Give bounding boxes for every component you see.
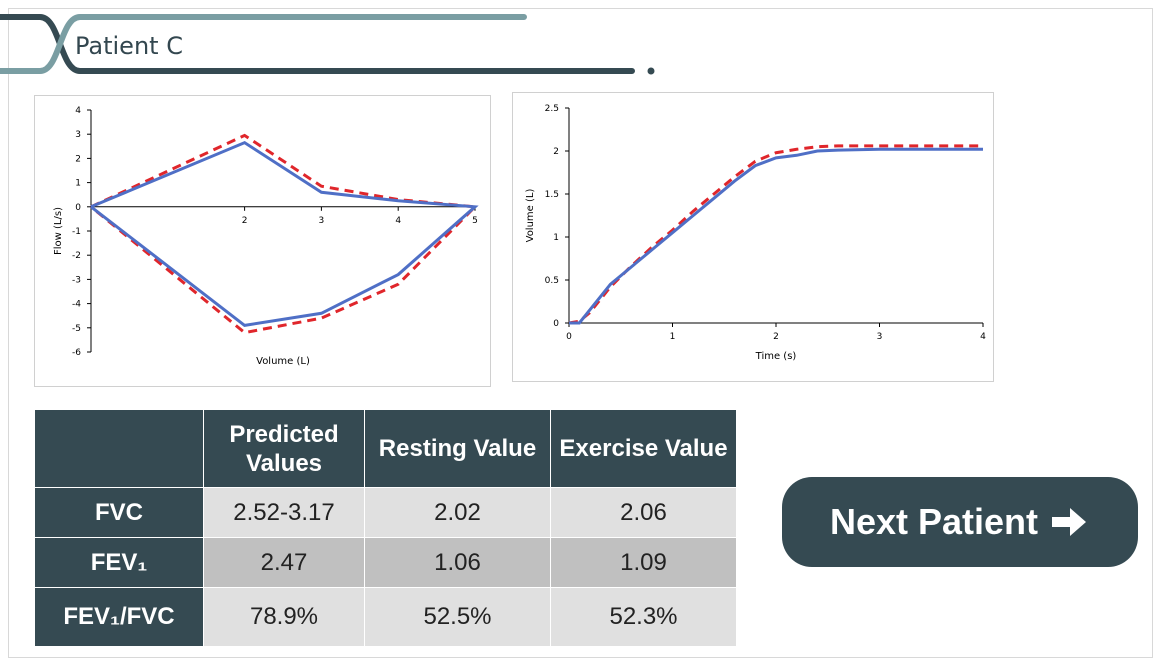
x-tick-label: 1 bbox=[670, 332, 676, 342]
x-axis-label: Time (s) bbox=[755, 351, 797, 362]
row-header: FEV₁ bbox=[34, 537, 204, 588]
series-line bbox=[568, 144, 983, 325]
table-cell: 1.09 bbox=[550, 537, 737, 588]
table-cell: 2.06 bbox=[550, 487, 737, 538]
table-cell: 1.06 bbox=[364, 537, 551, 588]
arrow-icon bbox=[1052, 508, 1087, 536]
table-cell: 2.52-3.17 bbox=[203, 487, 365, 538]
y-axis-label: Volume (L) bbox=[525, 189, 536, 243]
y-tick-label: 1 bbox=[75, 179, 81, 189]
row-header: FEV₁/FVC bbox=[34, 587, 204, 647]
y-tick-label: -5 bbox=[72, 324, 81, 334]
button-label: Next Patient bbox=[829, 501, 1039, 542]
table-cell: 52.3% bbox=[550, 587, 737, 647]
y-tick-label: 2 bbox=[75, 154, 81, 164]
row-header: FVC bbox=[34, 487, 204, 538]
x-tick-label: 0 bbox=[566, 332, 572, 342]
flow-volume-chart: -6 -5 -4 -3 -2 -1 0 1 2 3 4 2 3 4 5 Volume (L) Flow (L/s… bbox=[53, 106, 479, 367]
x-tick-label: 4 bbox=[395, 216, 401, 226]
table-row: FEV₁/FVC 78.9% 52.5% 52.3% bbox=[34, 587, 737, 647]
chart-box: 0 0.5 1 1.5 2 2.5 0 1 2 3 4 Time (s) Volume (L) bbox=[512, 92, 994, 382]
table-cell: 52.5% bbox=[364, 587, 551, 647]
y-tick-label: -6 bbox=[72, 348, 81, 358]
series-line bbox=[569, 147, 983, 325]
y-tick-label: 0.5 bbox=[545, 276, 559, 286]
column-header: Exercise Value bbox=[550, 409, 737, 488]
y-tick-label: 0 bbox=[553, 319, 559, 329]
y-tick-label: 1.5 bbox=[545, 190, 559, 200]
y-tick-label: 1 bbox=[553, 233, 559, 243]
y-tick-label: -1 bbox=[72, 227, 81, 237]
results-table: Predicted Values Resting Value Exercise Va… bbox=[34, 409, 737, 647]
corner-cell bbox=[34, 409, 204, 488]
column-header: Resting Value bbox=[364, 409, 551, 488]
x-tick-label: 2 bbox=[242, 216, 248, 226]
y-axis-label: Flow (L/s) bbox=[53, 207, 64, 255]
y-tick-label: 4 bbox=[75, 106, 81, 116]
y-tick-label: 0 bbox=[75, 203, 81, 213]
table-row: FVC 2.52-3.17 2.02 2.06 bbox=[34, 487, 737, 538]
series-line bbox=[90, 133, 479, 335]
x-tick-label: 5 bbox=[472, 216, 478, 226]
y-tick-label: -2 bbox=[72, 251, 81, 261]
x-tick-label: 4 bbox=[980, 332, 986, 342]
x-axis-label: Volume (L) bbox=[256, 356, 310, 367]
next-patient-button[interactable]: Next Patient bbox=[782, 477, 1138, 567]
y-tick-label: 2 bbox=[553, 147, 559, 157]
frame bbox=[8, 8, 1153, 658]
x-tick-label: 3 bbox=[319, 216, 325, 226]
y-tick-label: -3 bbox=[72, 275, 81, 285]
x-tick-label: 2 bbox=[773, 332, 779, 342]
x-tick-label: 3 bbox=[877, 332, 883, 342]
series-line bbox=[90, 140, 479, 327]
table-cell: 2.02 bbox=[364, 487, 551, 538]
table-cell: 78.9% bbox=[203, 587, 365, 647]
header-row: Predicted Values Resting Value Exercise Va… bbox=[34, 409, 737, 488]
column-header: Predicted Values bbox=[203, 409, 365, 488]
header-graphic: Patient C bbox=[0, 14, 655, 75]
y-tick-label: 3 bbox=[75, 130, 81, 140]
page-title: Patient C bbox=[75, 32, 183, 60]
y-tick-label: -4 bbox=[72, 300, 81, 310]
chart-box: -6 -5 -4 -3 -2 -1 0 1 2 3 4 2 3 4 5 Volume (L) Flow (L/s… bbox=[34, 95, 491, 387]
table-row: FEV₁ 2.47 1.06 1.09 bbox=[34, 537, 737, 588]
table-cell: 2.47 bbox=[203, 537, 365, 588]
volume-time-chart: 0 0.5 1 1.5 2 2.5 0 1 2 3 4 Time (s) Volume (L) bbox=[525, 104, 986, 362]
y-tick-label: 2.5 bbox=[545, 104, 559, 114]
